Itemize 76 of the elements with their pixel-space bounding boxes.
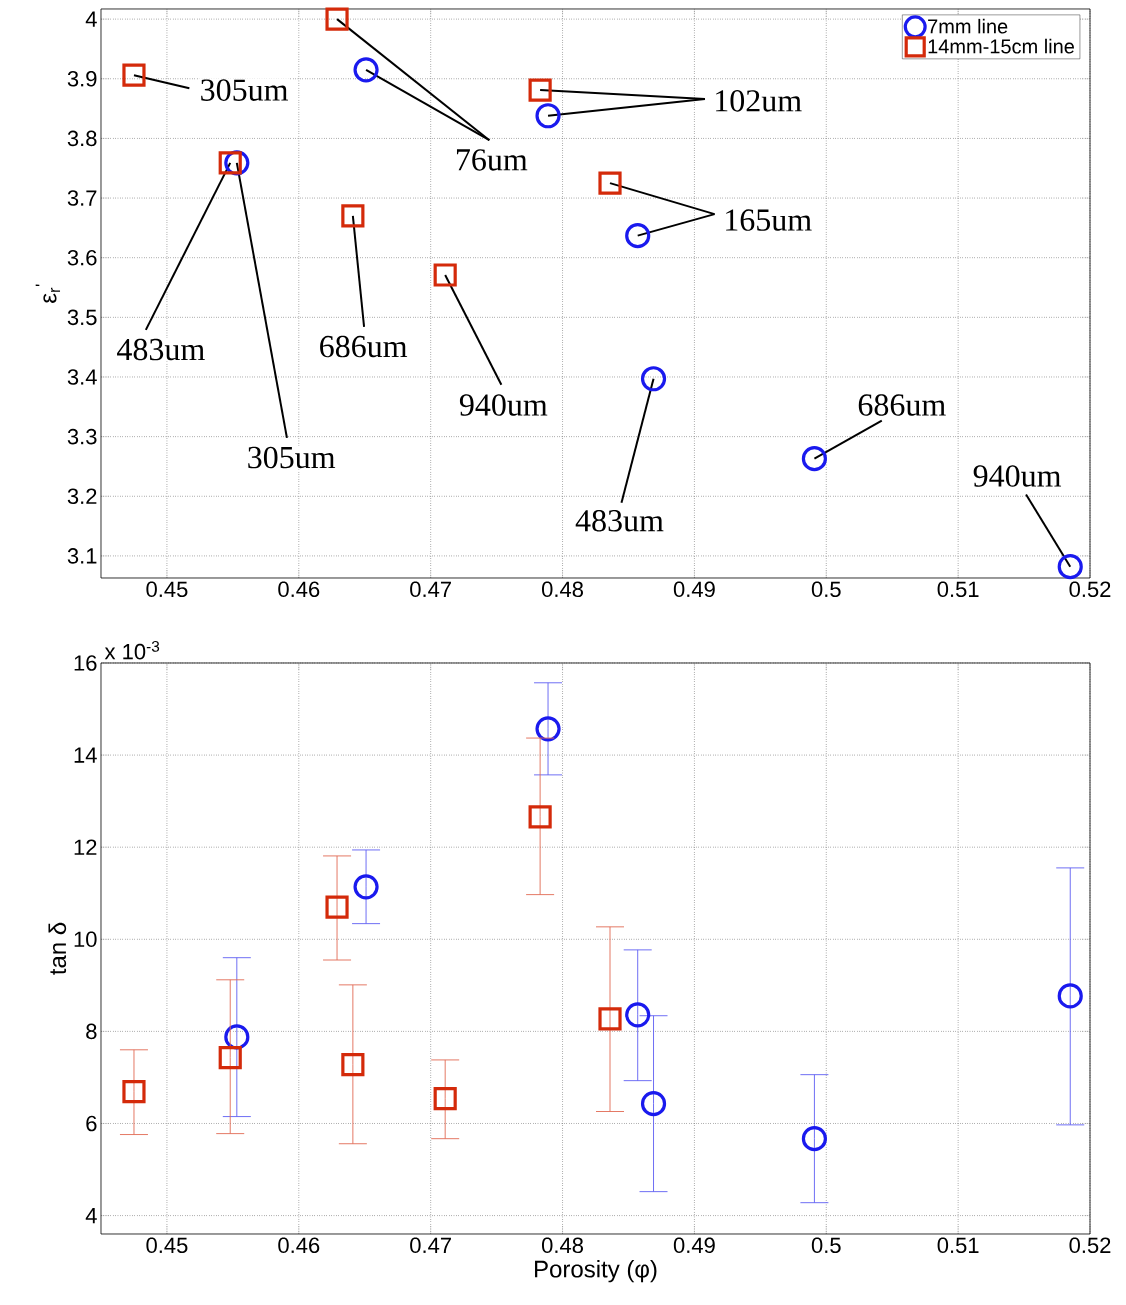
point bbox=[801, 1126, 828, 1152]
annotation: 483um bbox=[117, 338, 205, 361]
y-tick-label: 3.1 bbox=[67, 548, 97, 564]
x-tick-label: 0.45 bbox=[146, 581, 188, 598]
x-tick-label: 0.47 bbox=[410, 581, 451, 598]
y-tick-label: 3.8 bbox=[67, 130, 97, 147]
point bbox=[341, 1052, 365, 1077]
point bbox=[325, 7, 349, 31]
point bbox=[341, 204, 365, 228]
x-tick-label: 0.46 bbox=[278, 1237, 320, 1254]
x-axis-title: Porosity (φ) bbox=[535, 1259, 657, 1283]
point bbox=[535, 716, 561, 742]
y-tick-label: 14 bbox=[74, 747, 97, 763]
point bbox=[1057, 983, 1083, 1009]
y-tick-label: 3.7 bbox=[67, 190, 97, 206]
annotation: 686um bbox=[320, 335, 408, 358]
point bbox=[325, 895, 349, 919]
point bbox=[598, 1007, 622, 1031]
x-tick-label: 0.49 bbox=[673, 1237, 715, 1254]
y-tick-label: 3.6 bbox=[67, 249, 97, 266]
point bbox=[528, 78, 552, 102]
point bbox=[640, 1091, 667, 1117]
annotation: 483um bbox=[575, 509, 664, 532]
annotation: 940um bbox=[973, 465, 1062, 487]
y-tick-label: 3.4 bbox=[67, 369, 97, 385]
point bbox=[528, 805, 552, 829]
point bbox=[218, 1046, 242, 1070]
point bbox=[122, 1080, 146, 1104]
point bbox=[625, 223, 651, 249]
annotation: 102um bbox=[716, 90, 802, 112]
y-tick-label: 12 bbox=[74, 839, 97, 855]
annotation: 76um bbox=[456, 149, 528, 171]
point bbox=[625, 1002, 651, 1028]
y-tick-label: 3.5 bbox=[67, 309, 97, 326]
point bbox=[353, 57, 379, 83]
x-tick-label: 0.52 bbox=[1069, 1237, 1111, 1254]
y-tick-label: 6 bbox=[86, 1115, 97, 1132]
y-tick-label: 3.2 bbox=[67, 488, 97, 505]
point bbox=[433, 1087, 457, 1111]
point bbox=[433, 263, 457, 287]
x-tick-label: 0.5 bbox=[811, 1237, 841, 1254]
annotation: 305um bbox=[201, 79, 289, 101]
x-tick-label: 0.52 bbox=[1069, 581, 1111, 598]
y-tick-label: 4 bbox=[85, 1208, 97, 1224]
y-tick-label: 16 bbox=[74, 655, 97, 671]
y-axis-title: tan δ bbox=[48, 922, 67, 975]
x-tick-label: 0.48 bbox=[541, 1237, 583, 1254]
y-tick-label: 3.3 bbox=[67, 428, 97, 445]
legend-label: 7mm line bbox=[928, 18, 1008, 34]
x-tick-label: 0.45 bbox=[146, 1237, 188, 1254]
text: x 10$^{-3}$ bbox=[104, 640, 160, 660]
point bbox=[218, 151, 242, 175]
x-tick-label: 0.47 bbox=[410, 1237, 451, 1254]
x-tick-label: 0.51 bbox=[937, 581, 979, 598]
x-tick-label: 0.48 bbox=[541, 581, 583, 598]
legend-label: 14mm-15cm line bbox=[928, 38, 1074, 54]
x-tick-label: 0.51 bbox=[937, 1237, 979, 1254]
point bbox=[598, 171, 622, 195]
annotation: 305um bbox=[248, 446, 336, 469]
point bbox=[640, 366, 667, 392]
x-tick-label: 0.49 bbox=[673, 581, 715, 598]
x-tick-label: 0.5 bbox=[811, 581, 841, 598]
y-tick-label: 4 bbox=[85, 11, 97, 27]
x-tick-label: 0.46 bbox=[278, 581, 320, 598]
y-tick-label: 3.9 bbox=[67, 70, 97, 87]
point bbox=[122, 63, 146, 87]
annotation: 165um bbox=[726, 209, 812, 231]
point bbox=[353, 874, 379, 900]
point bbox=[1057, 554, 1083, 580]
annotation: 940um bbox=[459, 394, 548, 416]
y-tick-label: 8 bbox=[86, 1023, 97, 1040]
annotation: 686um bbox=[858, 394, 946, 416]
point bbox=[801, 446, 828, 472]
y-axis-title: ε$_{r}$' bbox=[35, 284, 61, 303]
point bbox=[535, 103, 561, 129]
y-tick-label: 10 bbox=[74, 931, 97, 948]
